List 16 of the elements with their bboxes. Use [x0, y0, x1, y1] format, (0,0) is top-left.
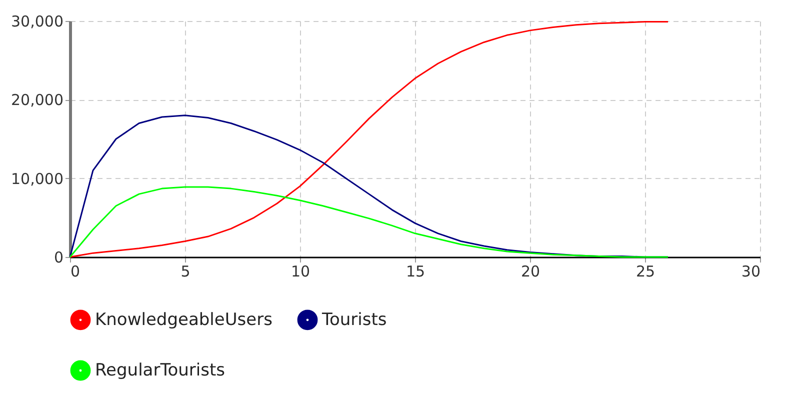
x-tick-label: 30: [741, 262, 760, 280]
x-tick-label: 25: [636, 262, 656, 280]
y-tick-label: 10,000: [11, 170, 64, 188]
line-series: [69, 21, 669, 258]
x-tick-label: 10: [290, 262, 310, 280]
x-tick-label: 0: [70, 262, 80, 280]
legend-label: Tourists: [321, 310, 387, 330]
legend-label: RegularTourists: [95, 360, 226, 380]
legend-label: KnowledgeableUsers: [95, 310, 273, 330]
y-tick-label: 0: [54, 248, 64, 266]
x-tick-label: 20: [520, 262, 540, 280]
y-tick-label: 30,000: [11, 12, 64, 30]
line-series: [69, 186, 669, 258]
x-tick-label: 5: [180, 262, 190, 280]
x-tick-label: 15: [406, 262, 426, 280]
y-tick-label: 20,000: [11, 91, 64, 110]
